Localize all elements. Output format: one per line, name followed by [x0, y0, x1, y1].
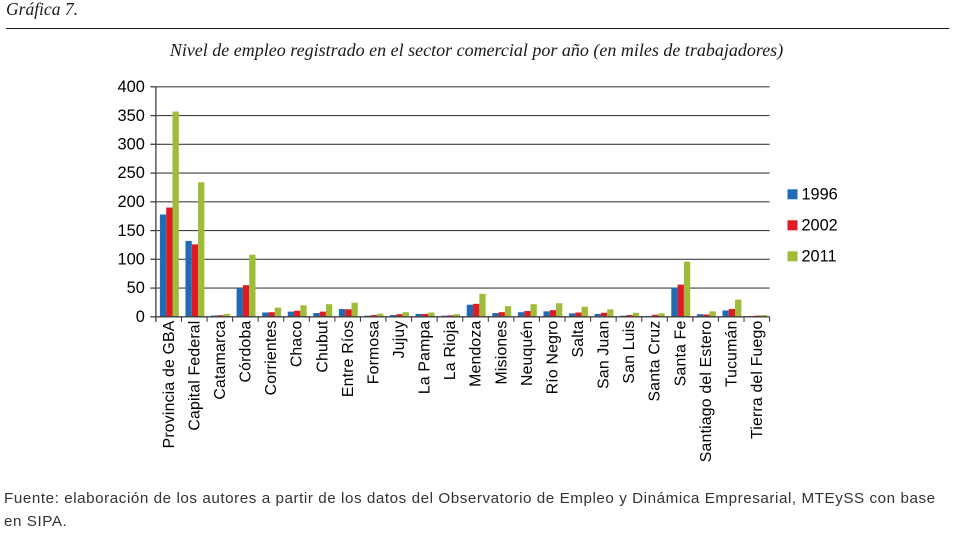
svg-text:100: 100 [118, 251, 145, 269]
svg-text:Capital Federal: Capital Federal [186, 321, 203, 431]
svg-text:200: 200 [118, 193, 145, 211]
svg-text:Chubut: Chubut [314, 320, 331, 373]
svg-text:Santiago del Estero: Santiago del Estero [698, 320, 715, 462]
svg-text:Chaco: Chaco [289, 320, 306, 367]
svg-text:Entre Ríos: Entre Ríos [340, 321, 357, 398]
svg-text:350: 350 [118, 107, 145, 125]
svg-text:300: 300 [118, 136, 145, 154]
svg-text:Santa Fe: Santa Fe [672, 320, 689, 386]
svg-text:La Pampa: La Pampa [417, 320, 434, 394]
svg-text:1996: 1996 [802, 185, 838, 203]
svg-text:50: 50 [127, 279, 145, 297]
svg-text:Salta: Salta [570, 320, 587, 357]
svg-text:Tucumán: Tucumán [723, 321, 740, 388]
svg-text:Provincia de GBA: Provincia de GBA [161, 320, 178, 448]
svg-text:Córdoba: Córdoba [238, 320, 255, 382]
svg-text:Mendoza: Mendoza [468, 320, 485, 386]
svg-text:2011: 2011 [802, 247, 837, 265]
svg-text:San Luis: San Luis [621, 321, 638, 384]
svg-text:Tierra del Fuego: Tierra del Fuego [749, 320, 766, 439]
svg-text:400: 400 [118, 78, 145, 96]
svg-text:Neuquén: Neuquén [519, 321, 536, 387]
svg-text:Catamarca: Catamarca [212, 320, 229, 399]
svg-text:La Rioja: La Rioja [442, 320, 459, 380]
svg-text:Corrientes: Corrientes [263, 321, 280, 396]
svg-text:Río Negro: Río Negro [544, 320, 561, 394]
svg-text:Formosa: Formosa [365, 320, 382, 384]
svg-text:0: 0 [136, 308, 145, 326]
svg-text:2002: 2002 [802, 216, 838, 234]
svg-text:Jujuy: Jujuy [391, 321, 408, 359]
svg-text:Santa Cruz: Santa Cruz [647, 321, 664, 402]
svg-text:250: 250 [118, 164, 145, 182]
svg-text:150: 150 [118, 222, 145, 240]
svg-text:San Juan: San Juan [596, 321, 613, 389]
svg-text:Misiones: Misiones [493, 321, 510, 385]
